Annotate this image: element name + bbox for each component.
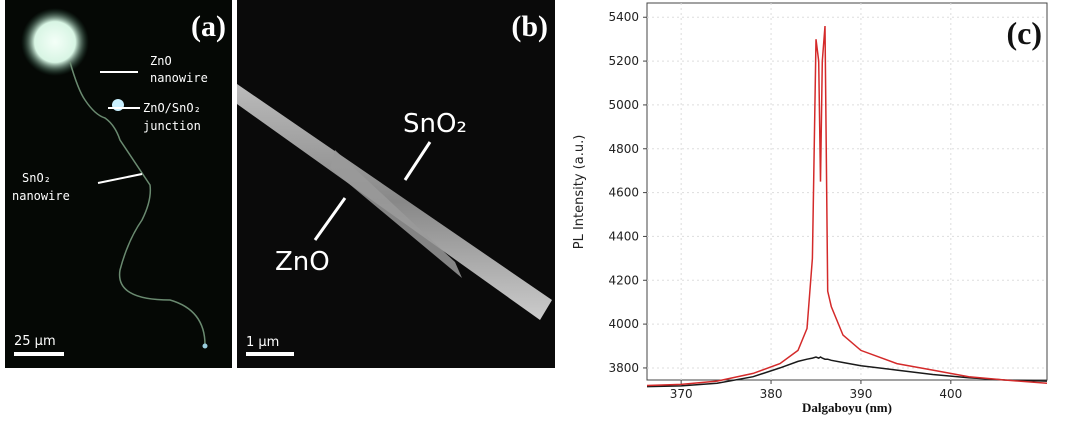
scale-bar	[246, 352, 294, 356]
y-axis-label: PL Intensity (a.u.)	[572, 135, 587, 250]
x-tick-label: 400	[939, 387, 962, 401]
glow-spot	[21, 8, 89, 76]
annotation: junction	[143, 119, 201, 133]
y-tick-label: 4000	[608, 317, 639, 331]
panel-b: (b) SnO₂ ZnO 1 µm	[237, 0, 555, 368]
annotation: nanowire	[12, 189, 70, 203]
annotation: SnO₂	[22, 171, 51, 185]
y-tick-label: 4600	[608, 186, 639, 200]
arrow	[313, 197, 347, 241]
y-tick-label: 4400	[608, 229, 639, 243]
data-line	[646, 356, 1048, 388]
y-tick-label: 5000	[608, 98, 639, 112]
arrow	[97, 173, 143, 184]
data-line	[646, 25, 1048, 387]
scale-bar	[14, 352, 64, 356]
x-axis-label: Dalgaboyu (nm)	[802, 400, 892, 415]
x-tick-label: 370	[670, 387, 693, 401]
spot	[202, 343, 208, 349]
shell	[330, 150, 462, 278]
micrograph-b	[237, 0, 555, 368]
junction-spot	[112, 99, 124, 111]
x-tick-label: 390	[849, 387, 872, 401]
x-tick-label: 380	[760, 387, 783, 401]
y-tick-label: 5200	[608, 54, 639, 68]
panel-a: (a) ZnO nanowire ZnO/SnO₂ junction SnO₂ …	[5, 0, 232, 368]
y-tick-label: 5400	[608, 10, 639, 24]
arrow	[403, 141, 432, 181]
y-tick-label: 4800	[608, 142, 639, 156]
nanowire	[69, 61, 206, 346]
wire	[237, 84, 552, 320]
panel-label: (c)	[1006, 15, 1042, 51]
annotation: nanowire	[150, 71, 208, 85]
panel-label: (b)	[511, 10, 548, 43]
annotation: ZnO	[275, 247, 330, 277]
annotation: ZnO/SnO₂	[143, 101, 201, 115]
panel-label: (a)	[191, 10, 226, 43]
annotation: SnO₂	[403, 109, 467, 139]
y-tick-label: 4200	[608, 273, 639, 287]
y-tick-label: 3800	[608, 361, 639, 375]
scale-label: 25 µm	[14, 334, 56, 349]
plot-frame	[646, 2, 1048, 381]
scale-label: 1 µm	[246, 335, 279, 350]
annotation: ZnO	[150, 54, 172, 68]
panel-c: (c) PL Intensity (a.u.) Dalgaboyu (nm) 3…	[572, 2, 1048, 415]
